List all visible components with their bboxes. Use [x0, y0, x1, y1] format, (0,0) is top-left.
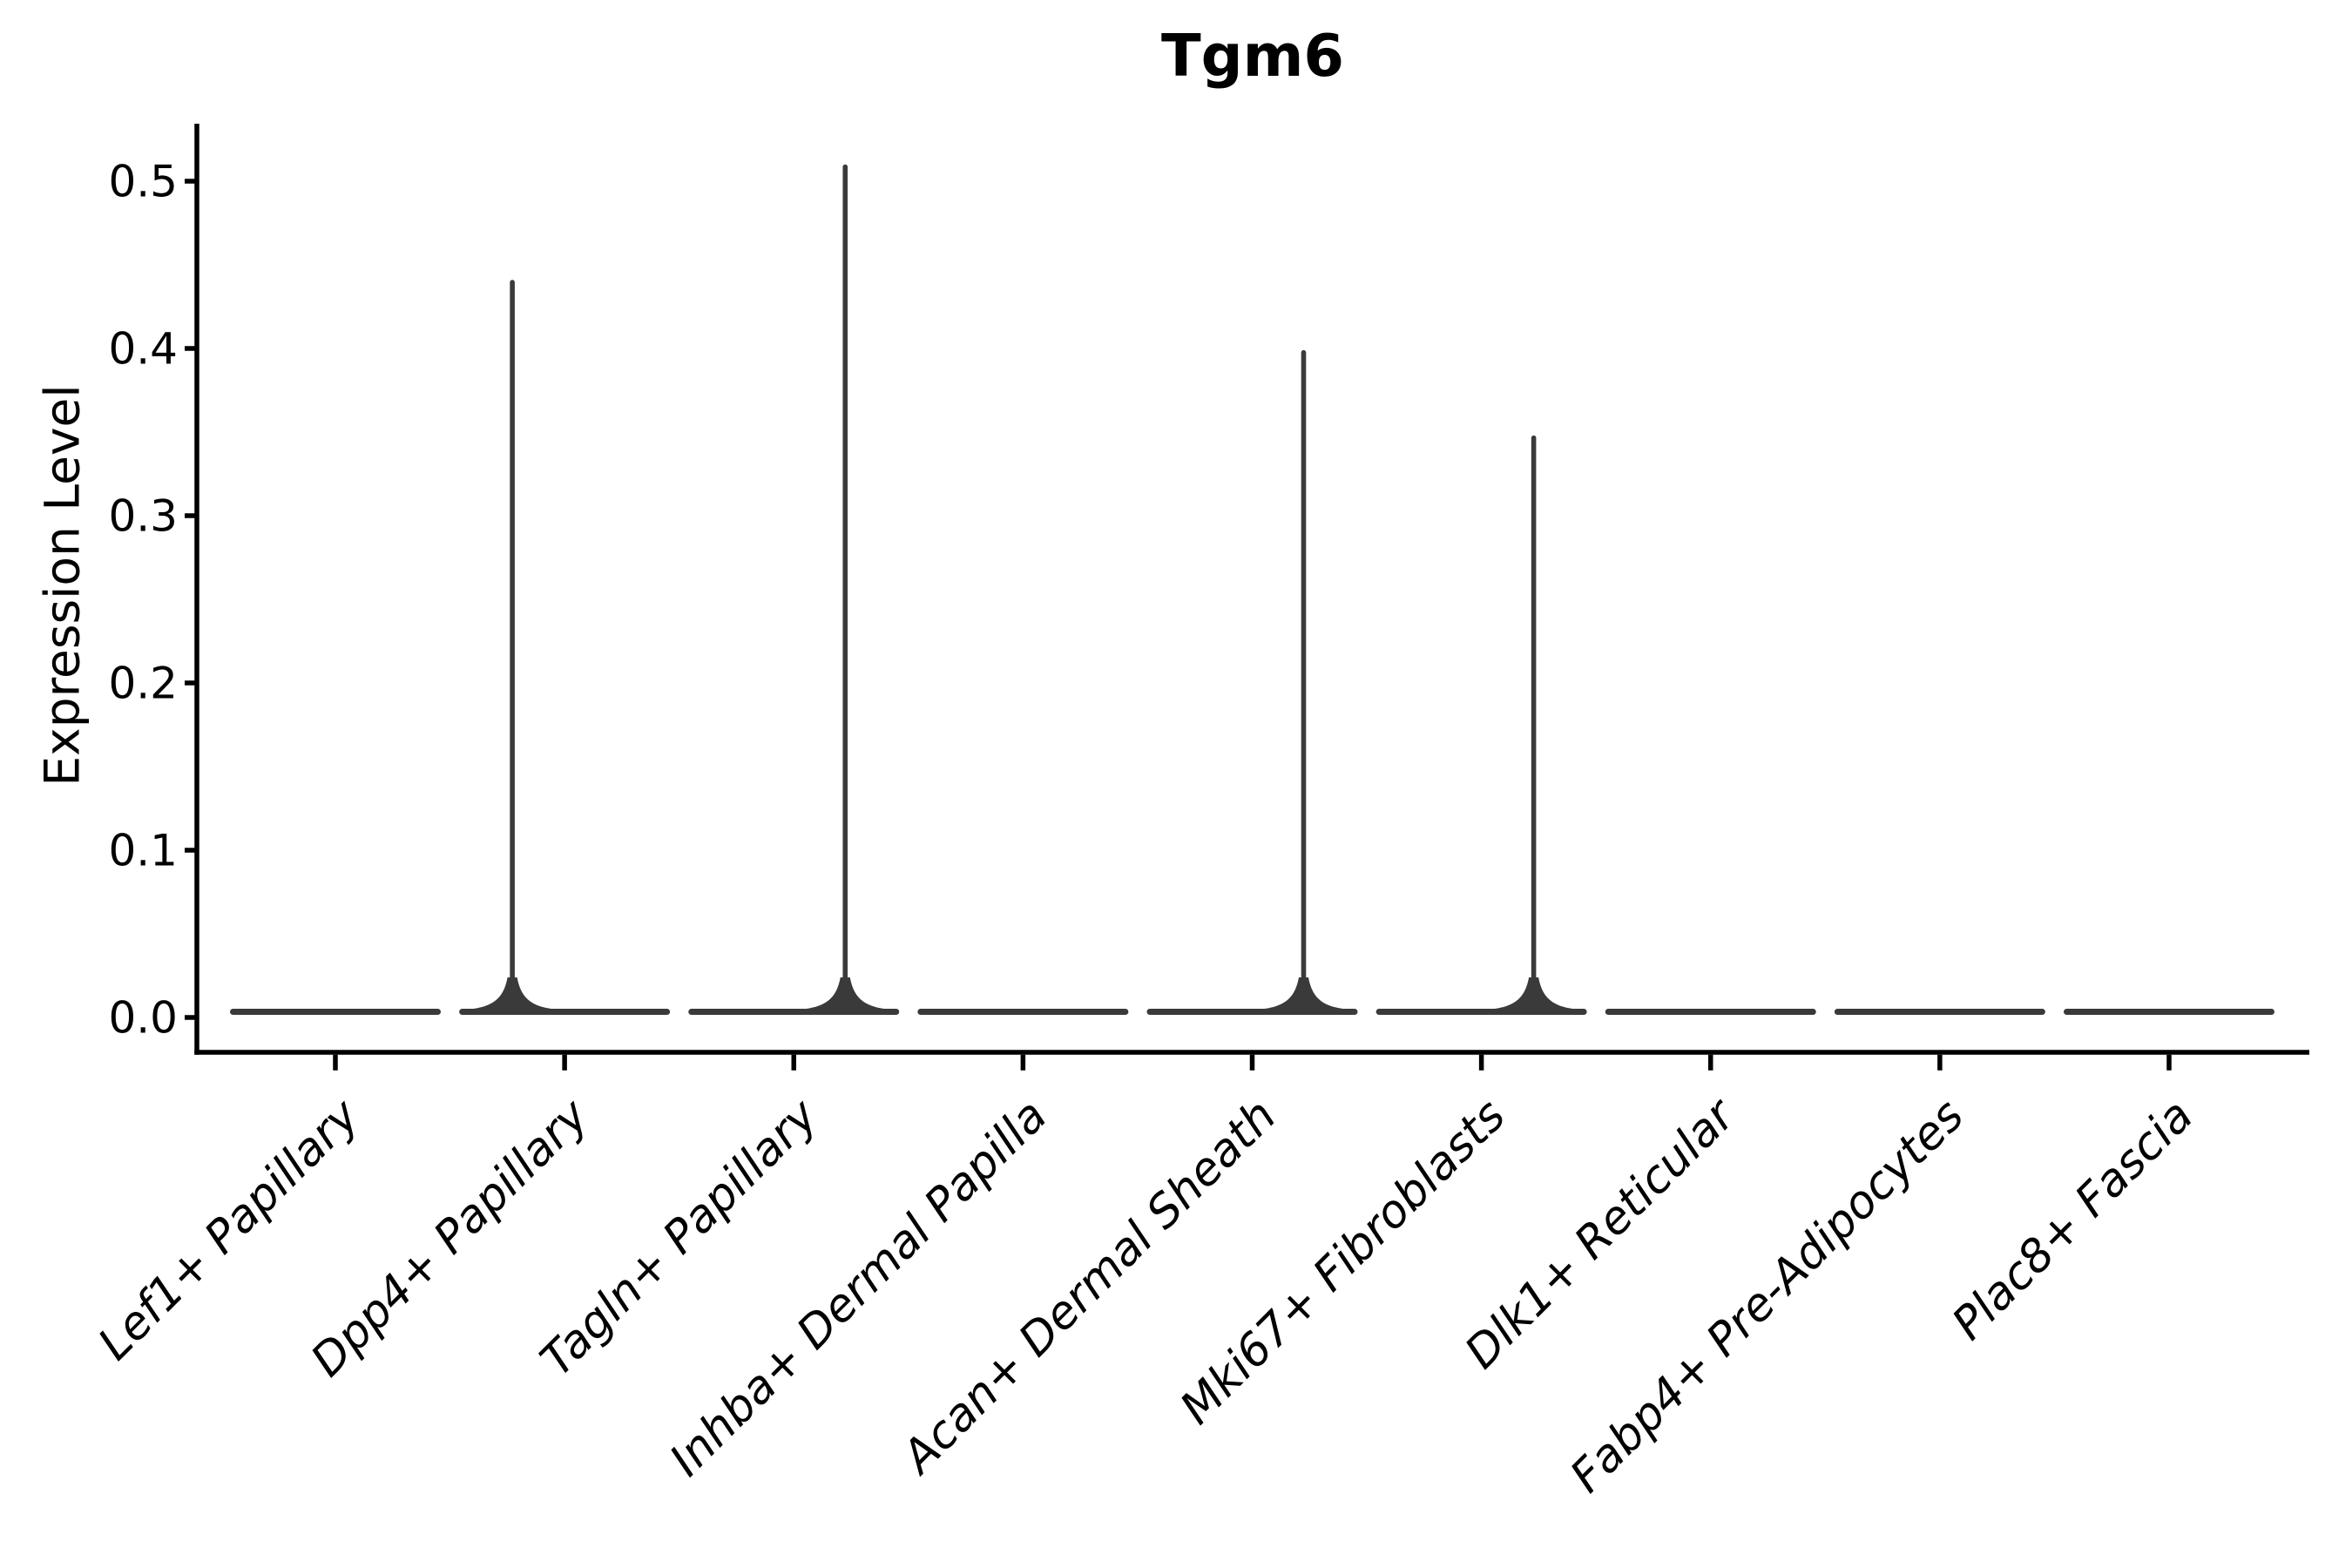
violin-body [1375, 1009, 1587, 1015]
violin-body [459, 1009, 671, 1015]
y-tick-label: 0.1 [108, 826, 178, 876]
violin-body [688, 1009, 900, 1015]
y-tick-label: 0.3 [108, 491, 178, 542]
x-tick-label: Fabp4+ Pre-Adipocytes [1560, 1090, 1974, 1504]
violin-spike-base [464, 977, 561, 1010]
violin-spike-base [1255, 977, 1352, 1010]
violin-body [917, 1009, 1129, 1015]
violin-body [1146, 1009, 1358, 1015]
x-tick-label: Plac8+ Fascia [1943, 1090, 2203, 1350]
violin-spike [510, 280, 515, 984]
violin-spike [842, 164, 848, 985]
y-tick-label: 0.5 [108, 157, 178, 207]
y-tick-label: 0.4 [108, 324, 178, 375]
violin-body [230, 1009, 441, 1015]
violin-spike-base [797, 977, 894, 1010]
violin-body [1834, 1009, 2045, 1015]
violin-body [2064, 1009, 2274, 1015]
y-tick-label: 0.2 [108, 659, 178, 709]
y-axis-label: Expression Level [34, 384, 91, 787]
x-tick-label: Acan+ Dermal Sheath [891, 1090, 1287, 1485]
violin-spike-base [1485, 977, 1582, 1010]
violin-body [1605, 1009, 1816, 1015]
y-tick-label: 0.0 [108, 993, 178, 1044]
violin-spike [1531, 435, 1537, 985]
x-tick-label: Inhba+ Dermal Papilla [660, 1090, 1058, 1487]
violin-spike [1301, 349, 1307, 984]
plot-title: Tgm6 [1160, 22, 1345, 90]
